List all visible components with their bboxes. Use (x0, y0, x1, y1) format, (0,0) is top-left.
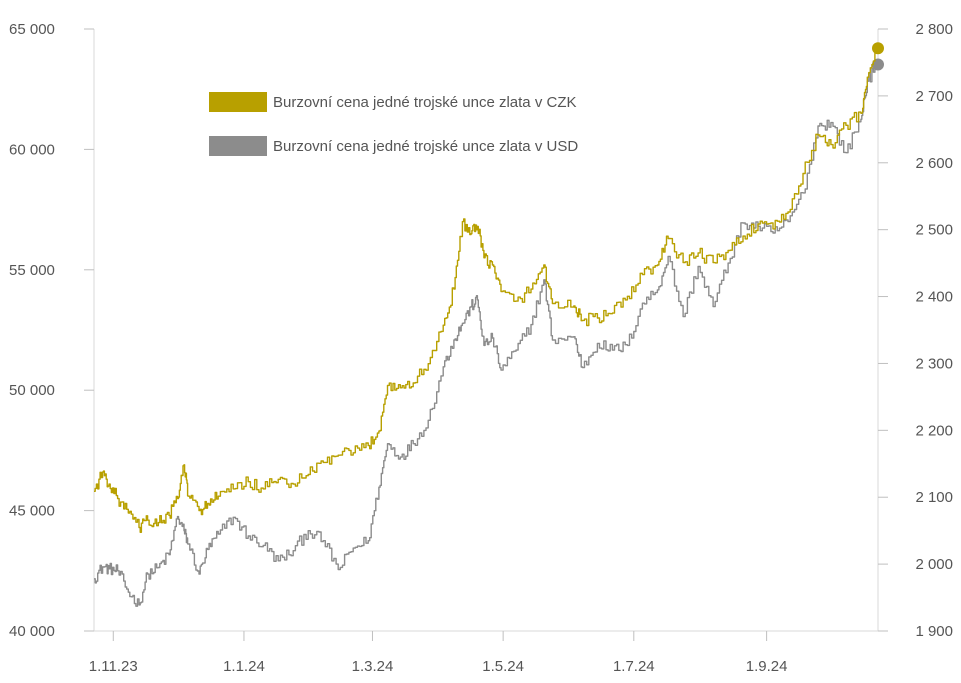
y-left-tick-label: 60 000 (9, 141, 55, 158)
legend: Burzovní cena jedné trojské unce zlata v… (209, 92, 578, 156)
x-tick-label: 1.3.24 (352, 658, 394, 675)
legend-label-czk: Burzovní cena jedné trojské unce zlata v… (273, 94, 577, 111)
y-left-tick-label: 50 000 (9, 382, 55, 399)
y-left-tick-label: 40 000 (9, 623, 55, 640)
y-right-tick-label: 2 500 (915, 222, 953, 239)
y-right-tick-label: 2 400 (915, 289, 953, 306)
x-tick-label: 1.9.24 (746, 658, 788, 675)
axes: 40 000 45 000 50 000 55 000 60 000 65 000 1 90… (9, 21, 953, 675)
legend-swatch-usd (209, 136, 267, 156)
series-line-czk (94, 48, 879, 533)
y-right-tick-label: 2 700 (915, 88, 953, 105)
end-point-czk (872, 42, 884, 55)
y-right-tick-label: 2 800 (915, 21, 953, 38)
y-right-tick-label: 2 100 (915, 489, 953, 506)
series-layer (94, 42, 884, 607)
y-right-tick-label: 2 000 (915, 556, 953, 573)
y-left-tick-label: 55 000 (9, 262, 55, 279)
x-tick-label: 1.5.24 (482, 658, 524, 675)
y-left-tick-label: 65 000 (9, 21, 55, 38)
x-tick-label: 1.11.23 (89, 658, 138, 675)
x-tick-label: 1.1.24 (223, 658, 265, 675)
series-line-usd (94, 63, 879, 607)
x-tick-label: 1.7.24 (613, 658, 655, 675)
legend-swatch-czk (209, 92, 267, 112)
y-right-tick-label: 2 200 (915, 422, 953, 439)
y-right-tick-label: 1 900 (915, 623, 953, 640)
y-right-tick-label: 2 600 (915, 155, 953, 172)
legend-label-usd: Burzovní cena jedné trojské unce zlata v… (273, 138, 578, 155)
y-left-tick-label: 45 000 (9, 503, 55, 520)
y-right-tick-label: 2 300 (915, 355, 953, 372)
